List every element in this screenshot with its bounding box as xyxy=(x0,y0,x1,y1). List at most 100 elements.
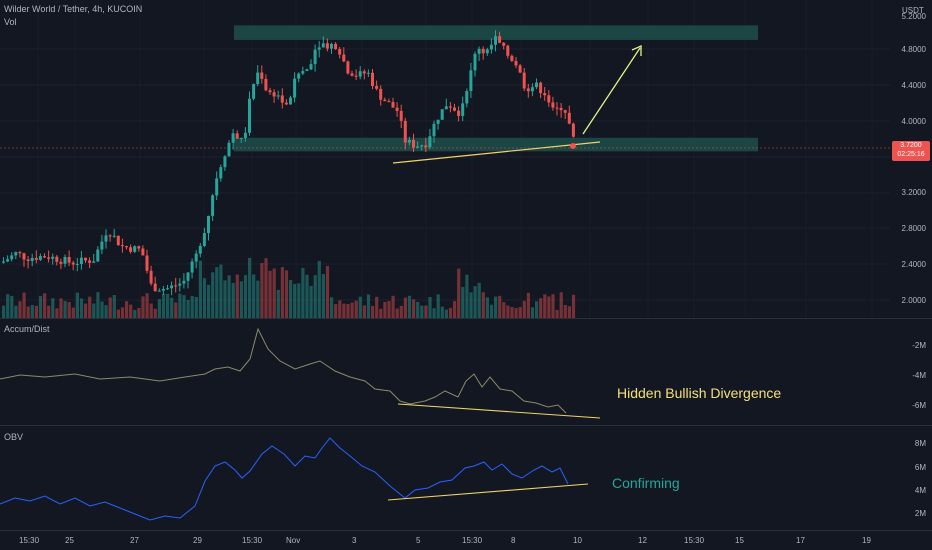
volume-bar xyxy=(104,305,108,318)
accum-dist-chart[interactable] xyxy=(0,319,932,425)
time-tick: 29 xyxy=(193,536,202,545)
candle xyxy=(395,107,399,111)
candle xyxy=(559,107,563,111)
volume-bar xyxy=(399,305,403,318)
volume-bar xyxy=(71,307,75,318)
price-tick: 4.4000 xyxy=(901,81,926,90)
volume-bar xyxy=(88,296,92,318)
volume-bar xyxy=(125,301,129,318)
candle xyxy=(522,72,526,89)
volume-bar xyxy=(100,301,104,318)
candle xyxy=(43,256,46,258)
candle xyxy=(383,99,387,102)
volume-bar xyxy=(309,285,313,318)
candle xyxy=(161,289,165,291)
candle xyxy=(407,139,411,143)
candle xyxy=(350,73,354,76)
candle xyxy=(133,246,137,252)
time-tick: 3 xyxy=(352,536,357,545)
volume-bar xyxy=(133,309,137,318)
time-tick: Nov xyxy=(286,536,301,545)
main-chart-pane[interactable]: Wilder World / Tether, 4h, KUCOIN Vol US… xyxy=(0,0,932,318)
volume-bar xyxy=(51,298,55,318)
time-tick: 8 xyxy=(511,536,516,545)
candle xyxy=(145,255,149,271)
candle xyxy=(510,55,514,61)
candle xyxy=(190,261,194,273)
volume-bar xyxy=(297,283,301,318)
volume-bar xyxy=(108,297,112,318)
accum-dist-pane[interactable]: Accum/Dist -2M -4M -6M Hidden Bullish Di… xyxy=(0,319,932,425)
volume-bar xyxy=(391,295,395,318)
volume-bar xyxy=(55,308,59,318)
volume-bar xyxy=(469,292,473,318)
time-axis[interactable]: 15:30 25 27 29 15:30 Nov 3 5 15:30 8 10 12 15:30 15 17… xyxy=(0,531,932,550)
volume-bar xyxy=(47,305,51,318)
candle xyxy=(170,285,174,289)
volume-bar xyxy=(215,267,219,318)
candle xyxy=(153,283,157,292)
candle xyxy=(526,88,530,92)
candle xyxy=(416,146,420,148)
symbol-title: Wilder World / Tether, 4h, KUCOIN xyxy=(4,4,143,14)
currency-label: USDT xyxy=(902,6,924,15)
volume-bar xyxy=(30,304,34,318)
volume-bar xyxy=(186,300,190,318)
volume-bar xyxy=(330,297,334,318)
time-tick: 5 xyxy=(416,536,421,545)
candle xyxy=(34,258,38,260)
volume-bar xyxy=(383,301,387,318)
volume-bar xyxy=(473,286,477,318)
candle xyxy=(317,47,321,50)
candle xyxy=(366,72,370,74)
volume-bar xyxy=(305,274,309,318)
obv-tick: 8M xyxy=(914,439,926,448)
candle xyxy=(104,235,108,242)
pane-divider[interactable] xyxy=(0,425,932,426)
volume-bar xyxy=(276,289,280,318)
volume-bar xyxy=(26,306,30,318)
volume-bar xyxy=(465,274,469,318)
volume-bar xyxy=(116,309,120,318)
volume-bar xyxy=(506,305,510,318)
volume-bar xyxy=(219,264,223,318)
candle xyxy=(51,256,55,259)
volume-bar xyxy=(440,306,444,318)
candle xyxy=(547,95,551,103)
candle xyxy=(276,95,280,97)
volume-bar xyxy=(43,293,47,318)
volume-bar xyxy=(571,294,576,318)
current-price-value: 3.7200 xyxy=(900,142,922,149)
volume-bar xyxy=(153,308,157,318)
volume-bar xyxy=(407,295,412,318)
candle xyxy=(108,235,112,237)
divergence-annotation: Hidden Bullish Divergence xyxy=(617,385,782,401)
candle xyxy=(563,110,567,113)
volume-bar xyxy=(284,270,289,318)
volume-bar xyxy=(502,302,506,318)
candle xyxy=(63,256,67,264)
candle xyxy=(47,257,51,259)
volume-bar xyxy=(235,274,239,318)
price-tick-top: 5.2000 xyxy=(901,12,926,21)
candle xyxy=(514,60,518,66)
price-tick: 4.0000 xyxy=(901,117,926,126)
price-tick: 2.8000 xyxy=(901,224,926,233)
candle xyxy=(358,71,362,77)
time-tick: 15 xyxy=(735,536,744,545)
volume-bar xyxy=(387,301,391,318)
pane-divider[interactable] xyxy=(0,318,932,319)
volume-bar xyxy=(354,300,358,318)
time-tick: 15:30 xyxy=(242,536,263,545)
candle xyxy=(120,245,124,247)
price-chart[interactable] xyxy=(0,0,932,318)
candle xyxy=(59,261,63,264)
volume-bar xyxy=(563,304,567,318)
candle xyxy=(485,49,489,54)
obv-pane[interactable]: OBV 8M 6M 4M 2M Confirming xyxy=(0,426,932,529)
ad-tick: -2M xyxy=(912,341,926,350)
obv-chart[interactable] xyxy=(0,426,932,529)
volume-bar xyxy=(321,274,325,318)
volume-bar xyxy=(539,298,543,318)
accum-dist-line xyxy=(0,327,567,414)
